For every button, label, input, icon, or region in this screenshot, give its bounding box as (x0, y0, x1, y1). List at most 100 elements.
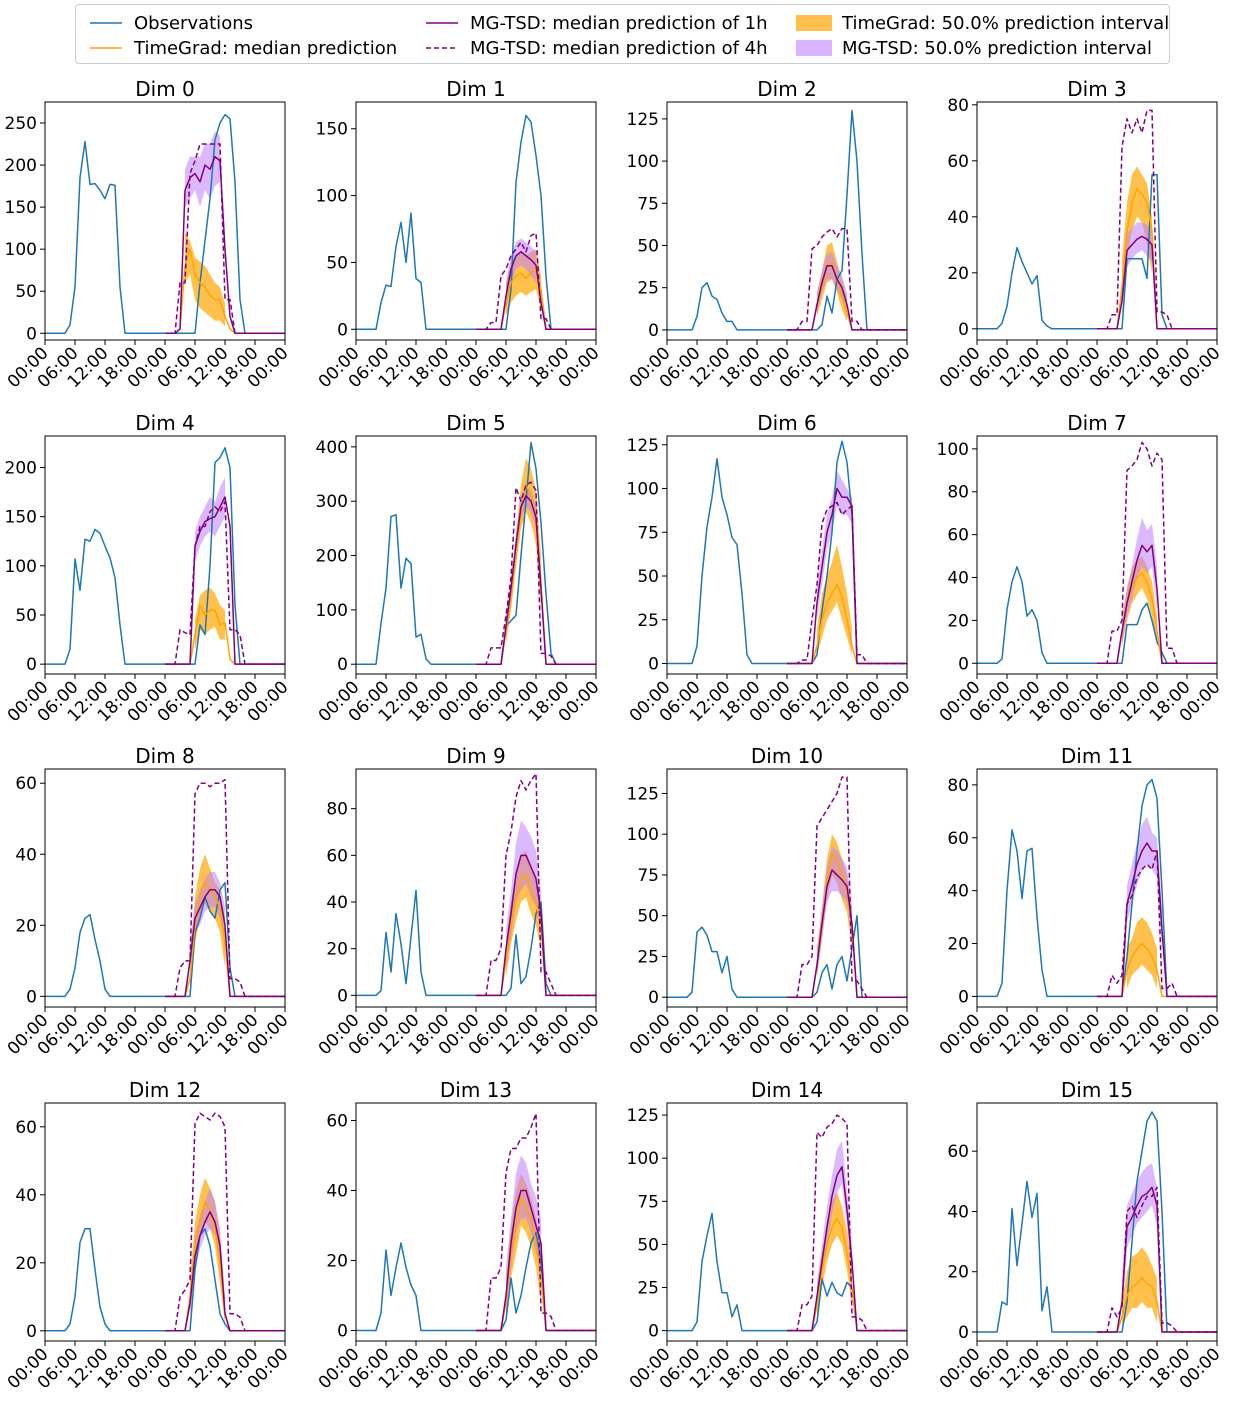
plot-area (45, 778, 285, 998)
y-tick-label: 60 (947, 152, 969, 172)
y-tick-label: 25 (637, 947, 659, 967)
timegrad-median-line (165, 881, 285, 998)
y-tick-label: 40 (947, 1202, 969, 1222)
axes-frame (355, 1102, 597, 1342)
timegrad-interval-band (1127, 917, 1157, 989)
y-tick-label: 125 (627, 436, 659, 456)
y-tick-label: 40 (326, 893, 348, 913)
panel-title: Dim 11 (1061, 744, 1133, 768)
panel-title: Dim 3 (1067, 77, 1127, 101)
plot-area (977, 778, 1217, 998)
mgtsd-4h-line (476, 481, 596, 665)
panel-7: Dim 702040608010000:0006:0012:0018:0000:… (936, 411, 1225, 726)
y-tick-label: 100 (937, 440, 969, 460)
legend-item-observations: Observations (88, 12, 253, 34)
mgtsd-4h-line (787, 227, 907, 331)
y-tick-label: 60 (326, 1112, 348, 1132)
legend-label: TimeGrad: 50.0% prediction interval (842, 12, 1170, 34)
y-tick-label: 50 (637, 236, 659, 256)
axes-frame (44, 768, 286, 1008)
observations-line (977, 1111, 1217, 1333)
y-tick-label: 100 (627, 152, 659, 172)
mgtsd-1h-line (165, 889, 285, 998)
y-tick-label: 0 (26, 1322, 37, 1342)
observations-line (45, 1228, 285, 1332)
mgtsd-interval-band (506, 484, 541, 635)
mgtsd-interval-band (1122, 1163, 1157, 1317)
y-tick-label: 100 (627, 1149, 659, 1169)
y-tick-label: 40 (326, 1182, 348, 1202)
mgtsd-interval-band (506, 820, 541, 968)
timegrad-interval-band (1122, 166, 1152, 307)
y-tick-label: 20 (947, 611, 969, 631)
axes-frame (976, 768, 1218, 1008)
observations-line (667, 1212, 907, 1332)
y-tick-label: 100 (627, 825, 659, 845)
y-tick-label: 40 (947, 569, 969, 589)
y-tick-label: 50 (637, 907, 659, 927)
mgtsd-1h-line (476, 495, 596, 665)
panel-title: Dim 7 (1067, 411, 1127, 435)
plot-area (667, 776, 907, 998)
observations-line (45, 113, 285, 335)
mgtsd-1h-line (476, 854, 596, 997)
y-tick-label: 20 (947, 264, 969, 284)
observations-line (356, 114, 596, 331)
y-tick-label: 100 (5, 240, 37, 260)
y-tick-label: 200 (5, 156, 37, 176)
mgtsd-4h-line (476, 772, 596, 997)
plot-area (356, 441, 596, 665)
y-tick-label: 0 (958, 987, 969, 1007)
y-tick-label: 250 (5, 114, 37, 134)
panel-title: Dim 0 (135, 77, 195, 101)
mgtsd-interval-band (1122, 517, 1157, 642)
y-tick-label: 40 (947, 208, 969, 228)
mgtsd-1h-line (787, 264, 907, 331)
y-tick-label: 60 (947, 526, 969, 546)
mgtsd-4h-line (1097, 850, 1217, 998)
panel-3: Dim 302040608000:0006:0012:0018:0000:000… (936, 77, 1225, 392)
timegrad-median-line (787, 584, 907, 665)
legend-item-timegrad-interval: TimeGrad: 50.0% prediction interval (796, 12, 1169, 34)
y-tick-label: 125 (627, 110, 659, 130)
y-tick-label: 80 (947, 483, 969, 503)
legend-item-mgtsd-1h: MG-TSD: median prediction of 1h (424, 12, 768, 34)
y-tick-label: 0 (958, 654, 969, 674)
axes-frame (666, 435, 908, 675)
legend-line-icon (424, 15, 460, 31)
mgtsd-1h-line (787, 869, 907, 998)
plot-area (667, 1114, 907, 1332)
y-tick-label: 100 (5, 557, 37, 577)
plot-area (356, 1112, 596, 1332)
panel-0: Dim 005010015020025000:0006:0012:0018:00… (4, 77, 293, 392)
legend: Observations TimeGrad: median prediction… (75, 4, 1170, 64)
y-tick-label: 300 (316, 492, 348, 512)
panel-15: Dim 15020406000:0006:0012:0018:0000:0006… (936, 1078, 1225, 1393)
observations-line (977, 778, 1217, 998)
y-tick-label: 50 (326, 253, 348, 273)
y-tick-label: 25 (637, 279, 659, 299)
axes-frame (976, 101, 1218, 341)
y-tick-label: 0 (337, 1322, 348, 1342)
plot-area (977, 109, 1217, 330)
observations-line (667, 109, 907, 331)
timegrad-interval-band (817, 544, 852, 655)
y-tick-label: 20 (326, 1252, 348, 1272)
mgtsd-interval-band (506, 1155, 541, 1313)
panel-8: Dim 8020406000:0006:0012:0018:0000:0006:… (4, 744, 293, 1059)
plot-area (356, 772, 596, 997)
observations-line (356, 1231, 596, 1332)
panel-10: Dim 10025507510012500:0006:0012:0018:000… (626, 744, 915, 1059)
y-tick-label: 20 (326, 940, 348, 960)
panel-title: Dim 2 (757, 77, 817, 101)
mgtsd-1h-line (476, 251, 596, 331)
y-tick-label: 80 (947, 96, 969, 116)
mgtsd-1h-line (165, 496, 285, 665)
y-tick-label: 80 (326, 800, 348, 820)
y-tick-label: 50 (637, 567, 659, 587)
panel-9: Dim 902040608000:0006:0012:0018:0000:000… (315, 744, 604, 1059)
y-tick-label: 125 (627, 1106, 659, 1126)
y-tick-label: 100 (627, 480, 659, 500)
mgtsd-interval-band (1122, 222, 1152, 315)
